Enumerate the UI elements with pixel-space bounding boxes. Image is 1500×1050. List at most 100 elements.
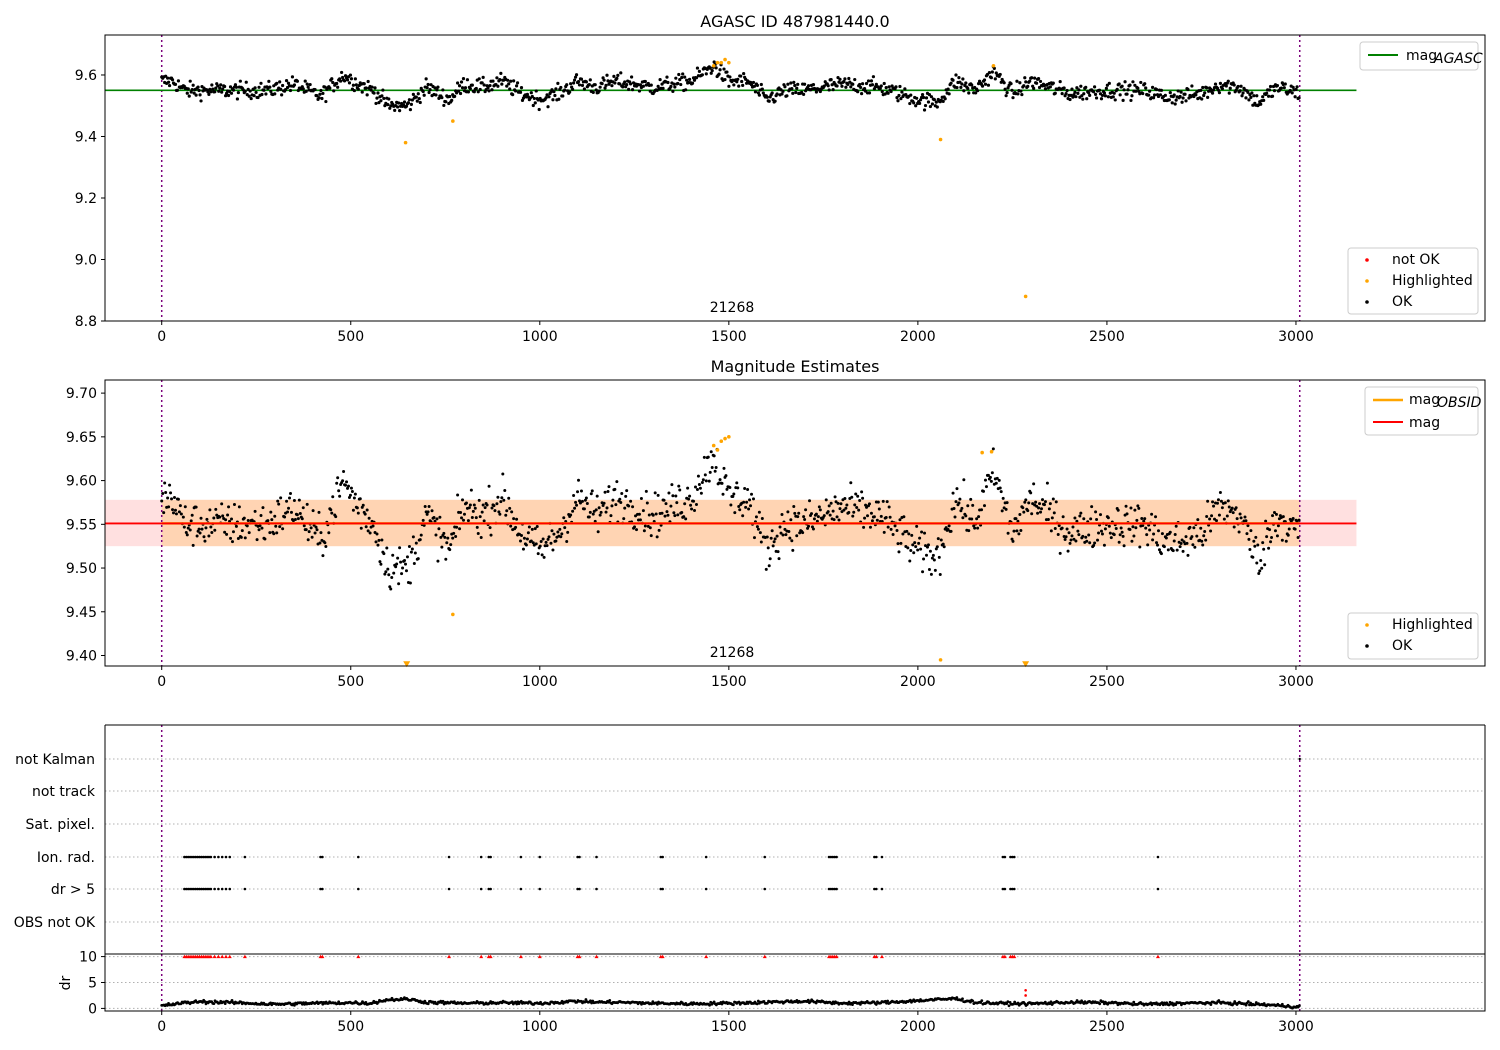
ok-point [962, 89, 966, 93]
ok-point [1260, 566, 1264, 570]
ok-point [213, 528, 217, 532]
ok-point [580, 83, 585, 87]
ok-point [1062, 86, 1066, 90]
ok-point [242, 516, 246, 520]
ok-point [375, 96, 379, 100]
ok-point [450, 98, 454, 102]
ok-point [1103, 527, 1107, 531]
ok-point [166, 80, 171, 84]
ok-point [1276, 524, 1280, 528]
ok-point [356, 87, 360, 91]
ok-point [461, 518, 465, 522]
flag-point [704, 855, 708, 859]
ok-point [399, 560, 403, 564]
ok-point [642, 529, 646, 533]
ok-point [384, 570, 388, 574]
ok-point [673, 85, 677, 89]
ok-point [227, 505, 231, 509]
ok-point [1106, 516, 1110, 520]
ok-point [783, 85, 787, 89]
ok-point [284, 79, 289, 83]
ok-point [1199, 88, 1203, 92]
ok-point [648, 526, 652, 530]
ok-point [359, 526, 363, 530]
ok-point [164, 490, 168, 494]
ok-point [844, 506, 848, 510]
ok-point [377, 101, 381, 105]
ok-point [1076, 529, 1080, 533]
ok-point [1000, 509, 1004, 513]
ok-point [975, 517, 979, 521]
ok-point [1255, 94, 1259, 98]
ok-point [1184, 99, 1188, 103]
ok-point [260, 526, 264, 530]
ok-point [989, 479, 993, 483]
ok-point [665, 75, 669, 79]
ok-point [984, 485, 988, 489]
ok-point [481, 503, 485, 507]
ok-point [686, 486, 690, 490]
ok-point [955, 487, 959, 491]
ok-point [862, 525, 866, 529]
ok-point [1280, 538, 1284, 542]
ok-point [229, 536, 233, 540]
ok-point [967, 91, 971, 95]
ok-point [448, 94, 452, 99]
ok-point [422, 93, 426, 97]
ok-point [1015, 529, 1019, 533]
ok-point [410, 547, 414, 551]
ok-point [988, 475, 992, 479]
ok-point [1122, 88, 1126, 92]
ok-point [1143, 82, 1147, 86]
y-tick-label: 9.70 [66, 386, 97, 402]
ok-point [1065, 527, 1069, 531]
ok-point [405, 555, 409, 559]
ok-point [609, 514, 613, 518]
ok-point [1109, 536, 1113, 540]
ok-point [1140, 516, 1144, 520]
ok-point [369, 88, 373, 92]
ok-point [1092, 85, 1097, 89]
ok-point [288, 88, 293, 93]
ok-point [1246, 90, 1250, 94]
x-tick-label: 1000 [522, 1019, 558, 1035]
ok-point [926, 100, 931, 104]
ok-point [914, 104, 918, 108]
ok-point [1200, 97, 1204, 101]
plot-area [105, 380, 1357, 668]
ok-point [174, 512, 178, 516]
ok-point [509, 524, 513, 528]
ok-point [172, 511, 176, 515]
ok-point [631, 505, 635, 509]
ok-point [502, 498, 506, 502]
ok-point [1212, 504, 1216, 508]
ok-point [438, 515, 442, 519]
flag-point [578, 855, 581, 859]
ok-point [606, 489, 610, 493]
ok-point [490, 506, 494, 510]
ok-point [565, 83, 569, 87]
ok-point [1179, 542, 1183, 546]
ok-point [569, 82, 573, 86]
flag-point [827, 855, 831, 859]
ok-point [411, 92, 415, 96]
ok-point [1168, 90, 1172, 95]
ok-point [221, 87, 225, 91]
ok-point [1203, 529, 1207, 533]
ok-point [779, 531, 783, 535]
flag-point [479, 855, 483, 859]
ok-point [445, 541, 449, 545]
ok-point [882, 81, 886, 86]
ok-point [936, 537, 940, 541]
flag-point [1009, 887, 1012, 891]
ok-point [887, 505, 891, 509]
dr-point [908, 998, 912, 1002]
ok-point [754, 515, 758, 519]
ok-point [501, 472, 505, 476]
ok-point [789, 81, 793, 85]
ok-point [960, 82, 964, 86]
ok-point [765, 535, 769, 539]
dr-clipped-marker [1155, 954, 1160, 959]
ok-point [469, 488, 473, 492]
ok-point [959, 85, 963, 89]
